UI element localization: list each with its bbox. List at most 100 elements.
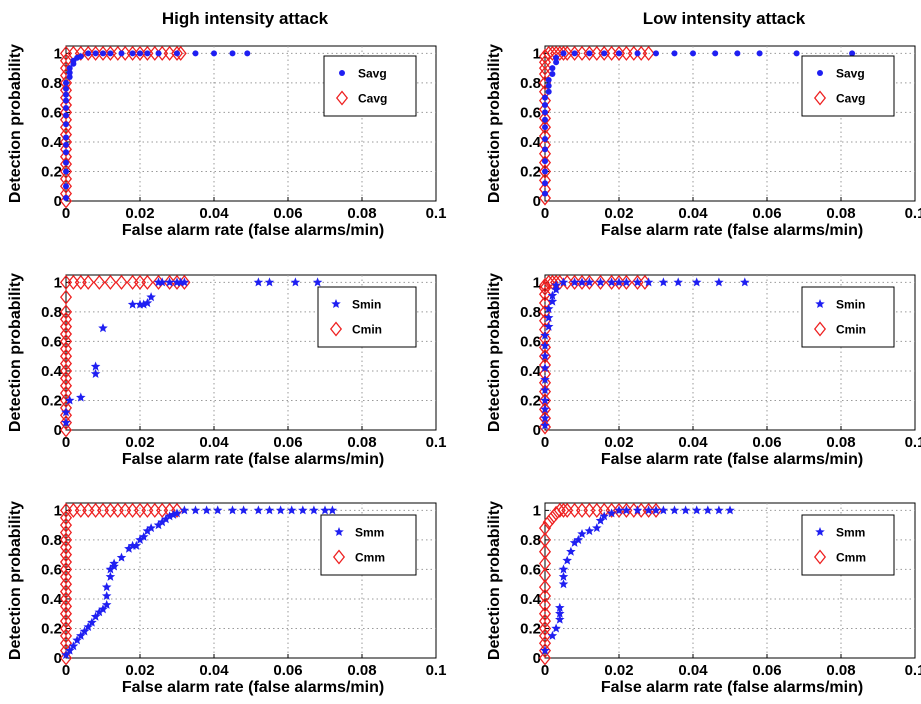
data-point-Smm bbox=[79, 626, 90, 636]
data-point-Cmin bbox=[59, 319, 73, 335]
x-tick-label: 0.04 bbox=[678, 434, 708, 451]
data-point-Smm bbox=[109, 558, 119, 568]
series-Smin bbox=[61, 277, 323, 427]
data-point-Savg bbox=[63, 141, 69, 148]
data-point-Cavg bbox=[170, 45, 184, 61]
x-tick-label: 0.04 bbox=[199, 434, 229, 451]
data-point-Savg bbox=[77, 53, 84, 60]
data-point-Savg bbox=[144, 50, 151, 57]
data-point-Savg bbox=[542, 109, 548, 116]
data-point-Savg bbox=[63, 183, 69, 190]
data-point-Cmm bbox=[59, 606, 73, 622]
y-tick-label: 0.8 bbox=[520, 532, 541, 549]
data-point-Cavg bbox=[538, 66, 552, 82]
data-point-Savg bbox=[63, 97, 69, 104]
data-point-Smm bbox=[61, 650, 71, 660]
data-point-Smm bbox=[327, 505, 338, 515]
y-axis-label: Detection probability bbox=[486, 501, 503, 660]
y-tick-label: 1 bbox=[54, 45, 62, 62]
legend-label: Cmin bbox=[836, 323, 866, 337]
data-point-Smin bbox=[138, 299, 149, 309]
y-tick-label: 0.4 bbox=[520, 363, 542, 380]
y-tick-label: 0.6 bbox=[520, 104, 541, 121]
data-point-Smm bbox=[124, 543, 134, 553]
data-point-Cmm bbox=[542, 514, 555, 530]
data-point-Smm bbox=[253, 505, 264, 515]
legend-label: Cmin bbox=[352, 323, 382, 337]
y-tick-label: 0.6 bbox=[520, 333, 541, 350]
data-point-Smin bbox=[606, 277, 617, 287]
data-point-Cmin bbox=[104, 274, 117, 290]
x-tick-label: 0.1 bbox=[905, 662, 921, 679]
data-point-Smm bbox=[599, 511, 609, 521]
data-point-Savg bbox=[107, 50, 114, 57]
legend-marker-Cmin bbox=[329, 321, 343, 337]
y-tick-label: 0 bbox=[54, 422, 62, 439]
data-point-Cmm bbox=[538, 544, 552, 560]
data-point-Savg bbox=[63, 112, 69, 119]
legend-marker-Cavg bbox=[335, 90, 349, 106]
data-point-Smm bbox=[94, 607, 105, 617]
chart-title: High intensity attack bbox=[162, 9, 329, 28]
data-point-Savg bbox=[542, 146, 548, 153]
data-point-Smm bbox=[168, 509, 179, 519]
data-point-Cavg bbox=[59, 104, 73, 120]
data-point-Smm bbox=[680, 505, 691, 515]
panel-3: 0 0.02 0.04 0.06 0.08 0.1 0 0.2 0.4 0.6 0.8 1 False … bbox=[7, 273, 446, 468]
y-tick-label: 0.2 bbox=[41, 620, 62, 637]
data-point-Savg bbox=[634, 50, 641, 57]
legend-marker-Cmm bbox=[332, 549, 346, 565]
legend-label: Savg bbox=[836, 67, 865, 81]
y-tick-label: 0.6 bbox=[520, 561, 541, 578]
data-point-Cmin bbox=[141, 274, 154, 290]
data-point-Smm bbox=[105, 571, 116, 581]
legend-label: Smin bbox=[352, 298, 381, 312]
y-tick-label: 1 bbox=[54, 274, 62, 291]
data-point-Smm bbox=[558, 571, 569, 581]
data-point-Smm bbox=[116, 552, 127, 562]
data-point-Smin bbox=[551, 280, 561, 290]
x-axis-label: False alarm rate (false alarms/min) bbox=[601, 451, 863, 468]
data-point-Smm bbox=[658, 505, 669, 515]
series-Savg bbox=[542, 50, 856, 197]
y-tick-label: 0.6 bbox=[41, 561, 62, 578]
legend-label: Savg bbox=[358, 67, 387, 81]
data-point-Smm bbox=[157, 517, 167, 527]
data-point-Smm bbox=[320, 505, 330, 515]
data-point-Smin bbox=[540, 340, 550, 350]
data-point-Cmm bbox=[59, 584, 73, 600]
x-tick-label: 0.08 bbox=[826, 434, 855, 451]
data-point-Cmm bbox=[538, 620, 552, 637]
y-tick-label: 0.4 bbox=[41, 363, 63, 380]
data-point-Smin bbox=[64, 395, 75, 405]
data-point-Savg bbox=[63, 121, 69, 128]
data-point-Cmm bbox=[538, 520, 552, 536]
data-point-Smm bbox=[227, 505, 238, 515]
data-point-Smin bbox=[569, 277, 580, 287]
data-point-Cmin bbox=[59, 356, 73, 372]
data-point-Cavg bbox=[59, 178, 73, 194]
x-tick-label: 0.08 bbox=[347, 434, 376, 451]
x-tick-label: 0.06 bbox=[273, 434, 302, 451]
data-point-Smin bbox=[547, 290, 558, 300]
x-axis-label: False alarm rate (false alarms/min) bbox=[122, 222, 384, 239]
data-point-Savg bbox=[229, 50, 236, 57]
y-tick-label: 0.4 bbox=[41, 591, 63, 608]
data-point-Cavg bbox=[59, 163, 73, 180]
data-point-Savg bbox=[155, 50, 162, 57]
data-point-Smin bbox=[577, 277, 587, 287]
data-point-Savg bbox=[553, 59, 560, 66]
legend-marker-Savg bbox=[817, 70, 823, 76]
y-tick-label: 0.4 bbox=[520, 134, 542, 151]
data-point-Smm bbox=[64, 645, 75, 655]
data-point-Cavg bbox=[59, 97, 73, 113]
data-point-Cmm bbox=[59, 539, 73, 555]
data-point-Cmm bbox=[59, 598, 73, 614]
data-point-Smm bbox=[72, 635, 82, 645]
data-point-Smm bbox=[127, 540, 138, 550]
data-point-Savg bbox=[66, 74, 73, 80]
data-point-Smm bbox=[98, 604, 108, 614]
y-tick-label: 1 bbox=[533, 502, 541, 519]
data-point-Savg bbox=[734, 50, 741, 57]
data-point-Cmin bbox=[583, 274, 596, 290]
